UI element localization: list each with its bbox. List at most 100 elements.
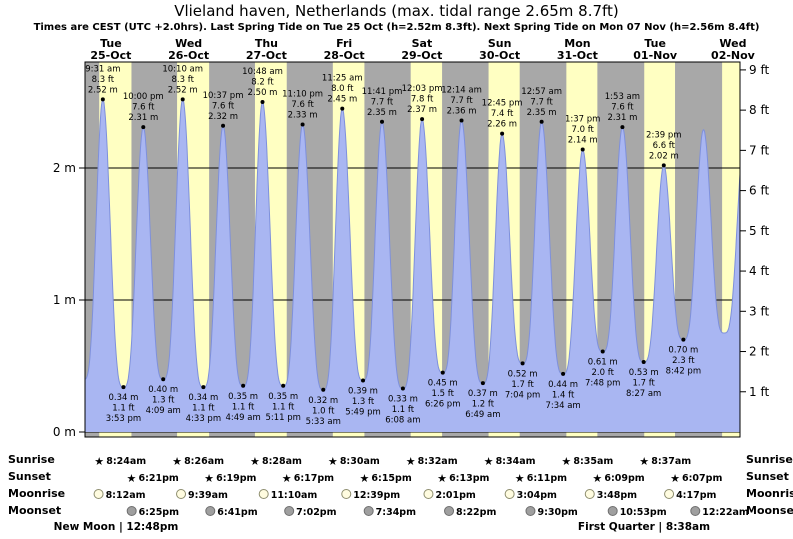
sunset-star-icon: ★ [359,472,369,485]
sunset-time: 6:15pm [371,473,411,484]
tide-low-annotation-line: 1.3 ft [152,396,175,406]
tide-high-annotation-line: 2.45 m [327,95,357,105]
moonrise-row-label-left: Moonrise [8,487,66,500]
tide-high-annotation-line: 7.6 ft [611,103,634,113]
tide-high-annotation-line: 2.35 m [367,108,397,118]
tide-low-annotation-line: 0.37 m [468,389,498,399]
tide-high-annotation-line: 2.52 m [88,85,118,95]
tide-high-annotation-line: 1:53 am [605,92,640,102]
moonset-circle-icon [205,506,216,516]
sunset-row-label-right: Sunset [746,470,789,483]
tide-low-annotation-line: 1.1 ft [392,405,415,415]
day-label-date: 25-Oct [90,49,131,62]
tide-extreme-marker [241,383,246,388]
moonset-time: 7:34pm [376,507,416,518]
moonrise-row-label-right: Moonrise [746,487,793,500]
moonrise-circle-icon [504,489,515,499]
tide-extreme-marker [281,383,286,388]
tide-low-annotation-line: 0.52 m [508,369,538,379]
tide-high-annotation-line: 2.50 m [248,88,278,98]
tide-high-annotation-line: 11:25 am [322,74,363,84]
moonrise-time: 11:10am [271,490,318,501]
sunrise-time: 8:34am [496,456,536,467]
tide-low-annotation-line: 7:48 pm [585,378,620,388]
sunrise-time: 8:37am [651,456,691,467]
tide-high-annotation-line: 2.33 m [288,110,318,120]
moonset-circle-icon [525,506,536,516]
tide-extreme-marker [600,349,605,354]
moonrise-circle-icon [584,489,595,499]
tide-extreme-marker [260,100,265,104]
tide-high-annotation-line: 9:31 am [85,64,120,74]
tide-low-annotation-line: 1.7 ft [511,380,534,390]
tide-high-annotation-line: 12:57 am [521,87,562,97]
tide-low-annotation-line: 1.7 ft [632,379,655,389]
sunrise-time: 8:30am [340,456,380,467]
moonset-time: 7:02pm [296,507,336,518]
tide-extreme-marker [561,371,566,376]
sunrise-star-icon: ★ [561,455,571,468]
tide-low-annotation-line: 0.40 m [148,385,178,395]
y-axis-label-ft: 8 ft [749,103,769,117]
tide-extreme-marker [400,386,405,391]
tide-high-annotation-line: 12:14 am [441,85,482,95]
tide-high-annotation-line: 2:39 pm [646,130,681,140]
sunset-star-icon: ★ [670,472,680,485]
tide-low-annotation-line: 6:26 pm [425,400,460,410]
tide-low-annotation-line: 0.33 m [388,394,418,404]
tide-extreme-marker [201,385,206,390]
tide-extreme-marker [520,361,525,366]
tide-extreme-marker [500,131,505,136]
tide-high-annotation-line: 2.32 m [208,112,238,122]
sunset-time: 6:07pm [682,473,722,484]
tide-extreme-marker [681,337,686,342]
tide-high-annotation-line: 7.6 ft [291,100,314,110]
moonset-circle-icon [126,506,137,516]
tide-extreme-marker [340,106,345,111]
moonrise-circle-icon [93,489,104,499]
tide-high-annotation-line: 7.7 ft [450,96,473,106]
moonrise-time: 3:48pm [597,490,637,501]
tide-low-annotation-line: 4:09 am [146,406,181,416]
tide-extreme-marker [221,123,226,128]
tide-low-annotation-line: 1.3 ft [352,397,375,407]
tide-low-annotation-line: 5:49 pm [345,408,380,418]
tide-high-annotation-line: 11:10 pm [282,89,323,99]
tide-low-annotation-line: 6:49 am [465,410,500,420]
moonset-circle-icon [607,506,618,516]
moonset-time: 6:41pm [217,507,257,518]
tide-low-annotation-line: 8:42 pm [666,367,701,377]
tide-low-annotation-line: 1.4 ft [552,390,575,400]
tide-high-annotation-line: 11:41 pm [362,87,403,97]
tide-low-annotation-line: 0.35 m [268,392,298,402]
sunset-row-label-left: Sunset [8,470,51,483]
moonset-row-label-left: Moonset [8,504,62,517]
moonrise-circle-icon [176,489,187,499]
y-axis-label-m: 2 m [53,161,76,175]
moonrise-time: 4:17pm [676,490,716,501]
y-axis-label-ft: 7 ft [749,143,769,157]
spring-tide-subtitle: Times are CEST (UTC +2.0hrs). Last Sprin… [33,22,760,33]
tide-extreme-marker [440,370,445,375]
plot-border [84,61,741,438]
tide-low-annotation-line: 0.35 m [228,392,258,402]
tide-high-annotation-line: 7.0 ft [571,125,594,135]
tide-low-annotation-line: 1.1 ft [232,402,255,412]
tide-high-annotation-line: 2.31 m [128,113,158,123]
moonset-circle-icon [363,506,374,516]
tide-high-annotation-line: 8.3 ft [92,75,115,85]
tide-low-annotation-line: 1.1 ft [112,404,135,414]
tide-low-annotation-line: 0.32 m [308,396,338,406]
tide-extreme-marker [380,119,385,124]
tide-area [85,99,740,433]
sunset-time: 6:19pm [216,473,256,484]
y-axis-label-m: 1 m [53,293,76,307]
sunrise-star-icon: ★ [94,455,104,468]
sunrise-star-icon: ★ [172,455,182,468]
sunset-star-icon: ★ [204,472,214,485]
sunrise-star-icon: ★ [484,455,494,468]
tide-high-annotation-line: 7.4 ft [491,109,514,119]
sunset-time: 6:11pm [527,473,567,484]
tide-high-annotation-line: 1:37 pm [565,115,600,125]
tide-extreme-marker [361,378,366,383]
